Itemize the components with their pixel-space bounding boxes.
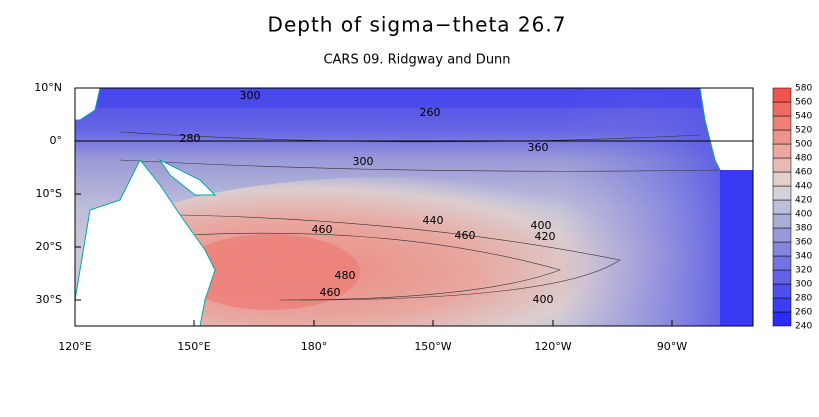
colorbar-label: 460 — [795, 168, 812, 178]
y-tick-label: 10°N — [34, 81, 62, 94]
contour-label: 300 — [240, 89, 261, 102]
colorbar-label: 400 — [795, 210, 812, 220]
contour-label: 480 — [335, 269, 356, 282]
colorbar-label: 280 — [795, 294, 812, 304]
colorbar-label: 300 — [795, 280, 812, 290]
y-tick-label: 20°S — [36, 240, 62, 253]
colorbar-label: 420 — [795, 196, 812, 206]
x-tick-label: 180° — [301, 340, 328, 353]
contour-label: 460 — [320, 286, 341, 299]
colorbar-swatch — [772, 87, 792, 103]
contour-label: 440 — [423, 214, 444, 227]
x-tick-label: 150°E — [177, 340, 210, 353]
y-tick-label: 0° — [50, 134, 63, 147]
colorbar-swatch — [772, 227, 792, 243]
colorbar-swatch — [772, 157, 792, 173]
x-tick-label: 120°E — [58, 340, 91, 353]
contour-label: 360 — [528, 141, 549, 154]
colorbar-label: 260 — [795, 308, 812, 318]
colorbar-label: 480 — [795, 154, 812, 164]
colorbar-label: 440 — [795, 182, 812, 192]
contour-label: 400 — [533, 293, 554, 306]
colorbar-label: 360 — [795, 238, 812, 248]
contour-label: 260 — [420, 106, 441, 119]
colorbar-label: 560 — [795, 98, 812, 108]
colorbar-swatch — [772, 241, 792, 257]
contour-label: 280 — [180, 132, 201, 145]
colorbar-label: 340 — [795, 252, 812, 262]
contour-label: 400 — [531, 219, 552, 232]
map-field — [75, 88, 753, 326]
colorbar-label: 380 — [795, 224, 812, 234]
colorbar-swatch — [772, 297, 792, 313]
y-tick-label: 10°S — [36, 187, 62, 200]
contour-label: 300 — [353, 155, 374, 168]
colorbar-label: 320 — [795, 266, 812, 276]
x-tick-label: 120°W — [534, 340, 571, 353]
contour-label: 460 — [455, 229, 476, 242]
title: Depth of sigma−theta 26.7 — [268, 13, 567, 37]
colorbar-swatch — [772, 115, 792, 131]
colorbar-swatch — [772, 101, 792, 117]
contour-label: 460 — [312, 223, 333, 236]
colorbar-label: 500 — [795, 140, 812, 150]
colorbar-swatch — [772, 213, 792, 229]
colorbar-label: 580 — [795, 84, 812, 94]
colorbar-label: 520 — [795, 126, 812, 136]
colorbar-swatch — [772, 129, 792, 145]
colorbar-label: 240 — [795, 322, 812, 332]
colorbar-swatch — [772, 199, 792, 215]
x-tick-label: 150°W — [414, 340, 451, 353]
colorbar-label: 540 — [795, 112, 812, 122]
colorbar-swatch — [772, 283, 792, 299]
colorbar-swatch — [772, 269, 792, 285]
colorbar-swatch — [772, 171, 792, 187]
colorbar-swatch — [772, 255, 792, 271]
y-tick-label: 30°S — [36, 293, 62, 306]
colorbar-swatch — [772, 311, 792, 327]
subtitle: CARS 09. Ridgway and Dunn — [323, 53, 510, 68]
x-tick-label: 90°W — [657, 340, 687, 353]
colorbar-swatch — [772, 185, 792, 201]
plot-frame — [74, 87, 754, 327]
colorbar-swatch — [772, 143, 792, 159]
contour-label: 420 — [535, 230, 556, 243]
